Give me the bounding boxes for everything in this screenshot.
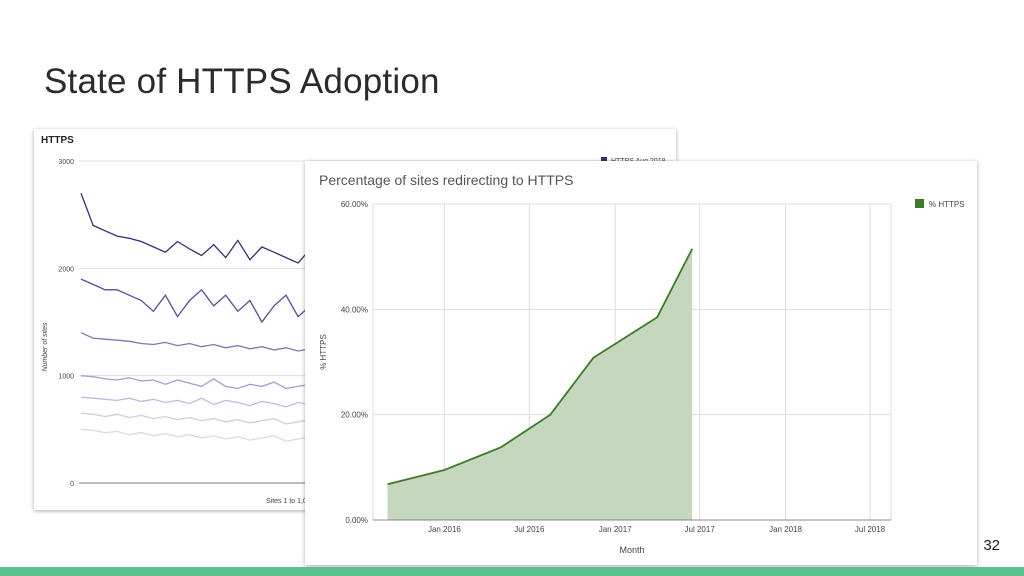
back-y-tick-label: 3000 — [58, 159, 74, 166]
front-x-tick-label: Jan 2018 — [769, 525, 802, 534]
front-series-line — [387, 248, 694, 486]
back-x-axis-label: Sites 1 to 1,0 — [266, 498, 307, 505]
back-y-tick-label: 1000 — [58, 374, 74, 381]
front-y-tick-label: 0.00% — [345, 516, 368, 525]
front-x-tick-label: Jan 2016 — [428, 525, 461, 534]
front-x-tick-label: Jul 2016 — [514, 525, 545, 534]
https-percentage-chart: Percentage of sites redirecting to HTTPS… — [319, 172, 965, 555]
bottom-accent-bar — [0, 567, 1024, 576]
page-number: 32 — [983, 537, 1000, 554]
front-x-tick-label: Jan 2017 — [599, 525, 632, 534]
back-chart-title: HTTPS — [41, 135, 74, 146]
back-y-tick-label: 0 — [70, 481, 74, 488]
front-x-tick-label: Jul 2018 — [855, 525, 886, 534]
front-legend-swatch — [915, 199, 924, 208]
https-percentage-chart-panel: Percentage of sites redirecting to HTTPS… — [305, 161, 977, 565]
front-y-tick-label: 20.00% — [341, 411, 368, 420]
back-y-axis-label: Number of sites — [42, 322, 49, 372]
slide-title: State of HTTPS Adoption — [44, 62, 440, 101]
back-y-tick-label: 2000 — [58, 266, 74, 273]
back-legend-swatch — [601, 157, 607, 163]
front-x-axis-label: Month — [619, 545, 644, 555]
front-chart-title: Percentage of sites redirecting to HTTPS — [319, 172, 573, 188]
front-x-tick-label: Jul 2017 — [685, 525, 716, 534]
front-y-tick-label: 60.00% — [341, 200, 368, 209]
front-y-axis-label: % HTTPS — [319, 334, 328, 370]
front-legend-label: % HTTPS — [929, 200, 965, 209]
front-y-tick-label: 40.00% — [341, 305, 368, 314]
front-area-fill — [387, 248, 693, 521]
